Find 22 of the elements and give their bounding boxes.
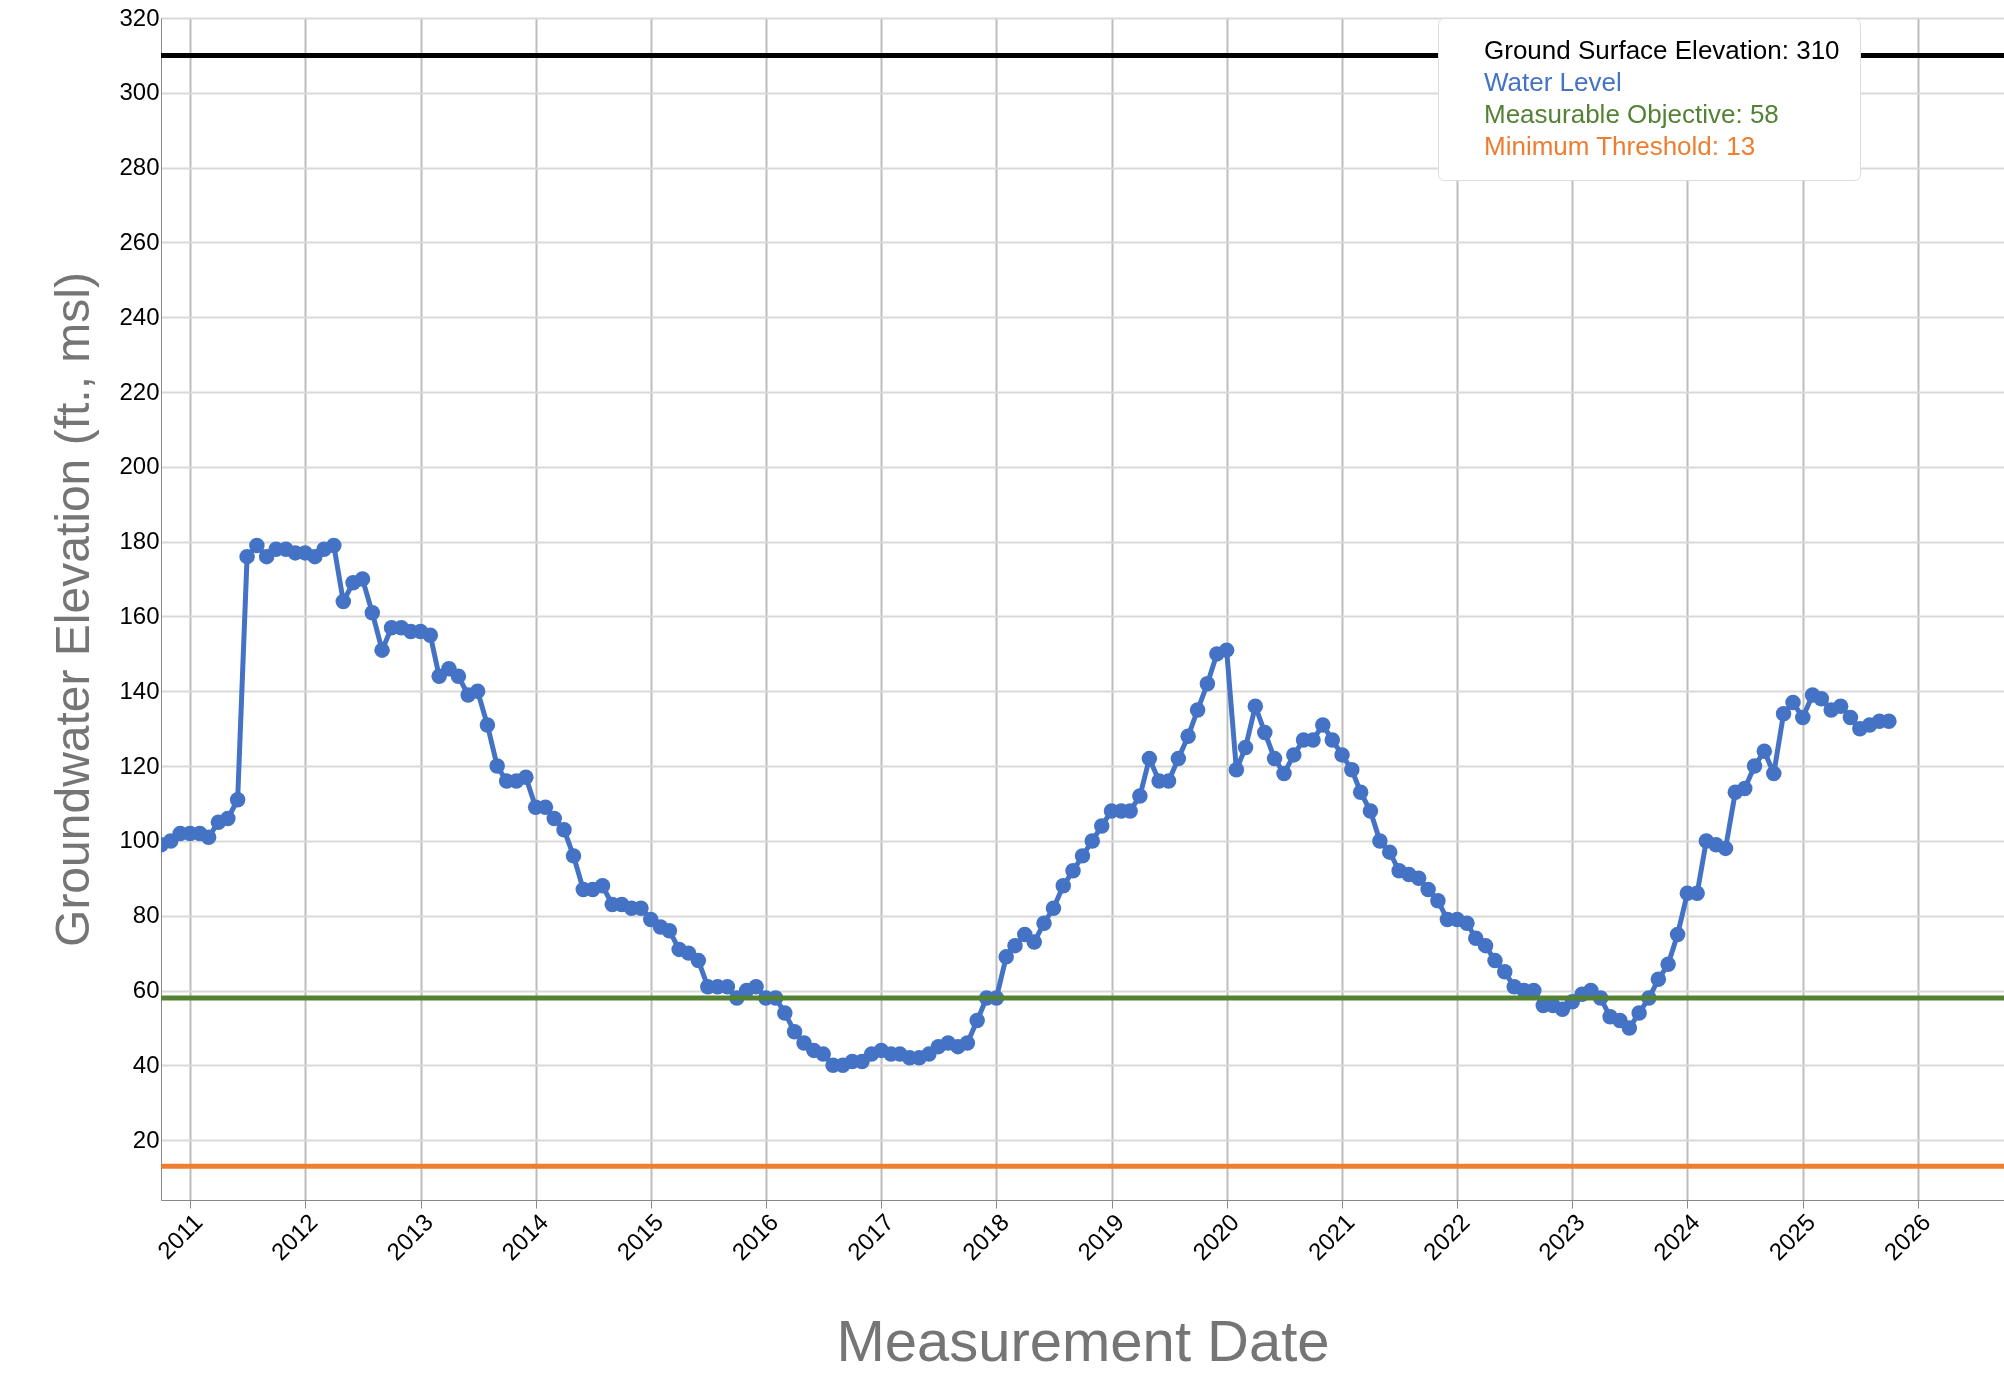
y-tick-label: 120 [119, 751, 160, 779]
y-axis-title: Groundwater Elevation (ft., msl) [46, 272, 100, 947]
y-tick-label: 20 [132, 1125, 160, 1153]
y-tick-label: 180 [119, 527, 160, 555]
text: Water Level [1484, 67, 1622, 97]
y-tick-label: 240 [119, 302, 160, 330]
y-tick-label: 200 [119, 452, 160, 480]
ref-line-label: Ground Surface Elevation: 310 [1484, 35, 1840, 65]
ref-line-label: Measurable Objective: 58 [1484, 99, 1779, 129]
y-tick-label: 40 [132, 1050, 160, 1078]
ref-line-label: Minimum Threshold: 13 [1484, 131, 1756, 161]
y-tick-label: 300 [119, 78, 160, 106]
y-tick-label: 60 [132, 976, 160, 1004]
y-tick-label: 140 [119, 676, 160, 704]
y-tick-label: 100 [119, 826, 160, 854]
x-axis-title: Measurement Date [836, 1308, 1330, 1374]
y-tick-label: 320 [119, 3, 160, 31]
y-tick-label: 260 [119, 227, 160, 255]
y-tick-label: 80 [132, 901, 160, 929]
y-tick-label: 280 [119, 153, 160, 181]
y-tick-label: 220 [119, 377, 160, 405]
y-tick-label: 160 [119, 601, 160, 629]
